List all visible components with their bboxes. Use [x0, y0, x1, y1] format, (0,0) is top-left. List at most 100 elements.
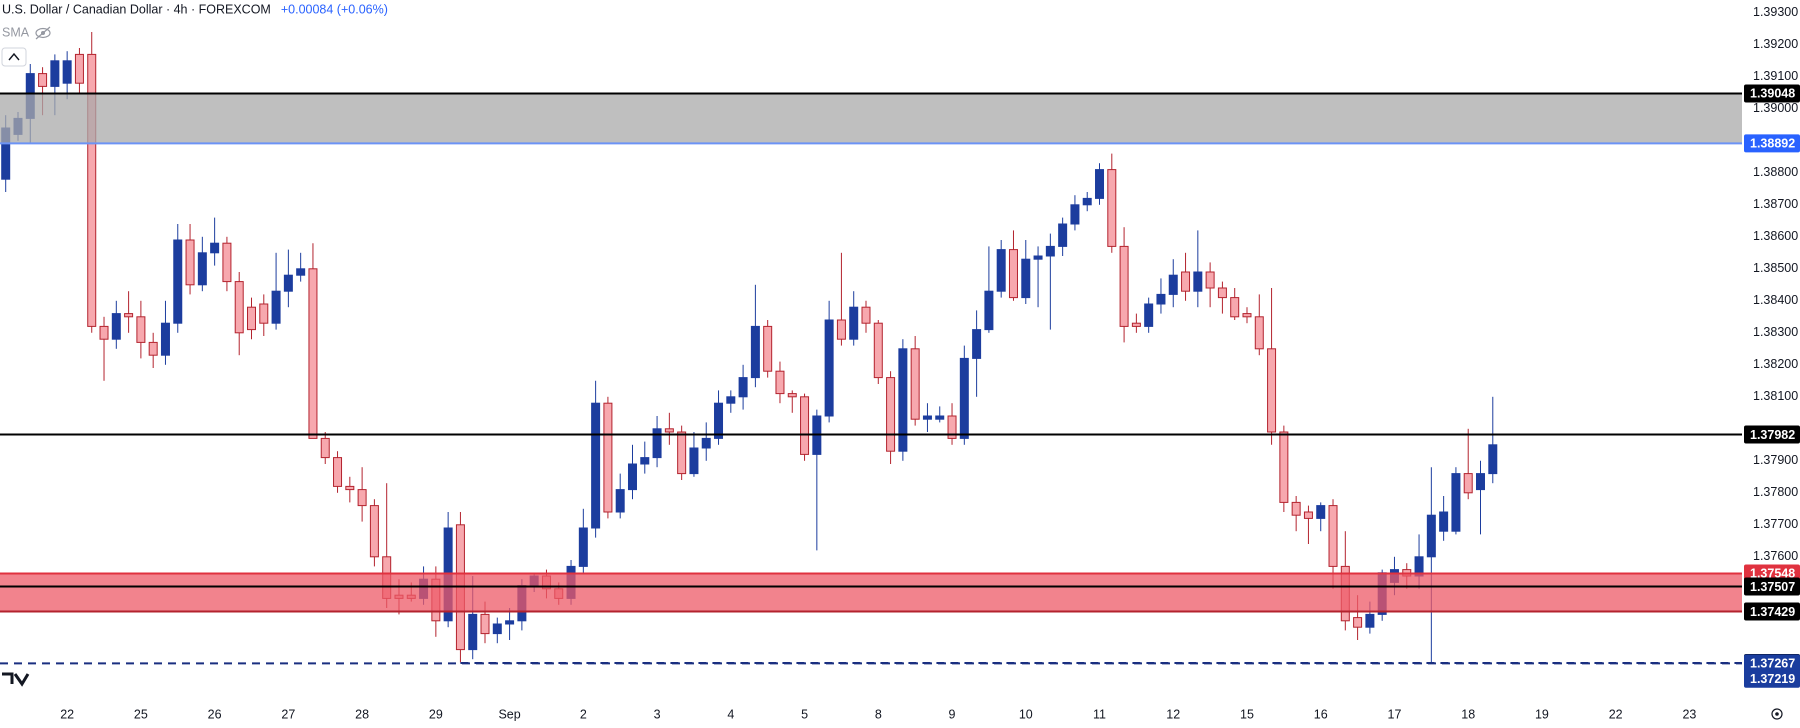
candle-body [345, 485, 355, 491]
candle-body [664, 428, 674, 433]
candle-body [333, 457, 343, 487]
candle-body [1107, 169, 1117, 247]
x-tick-label: 4 [727, 707, 734, 721]
candle-body [800, 396, 810, 455]
candle-body [640, 457, 650, 465]
candle-body [886, 377, 896, 452]
price-label: 1.38892 [1750, 137, 1795, 151]
x-tick-label: 22 [60, 707, 74, 721]
x-tick-label: 11 [1093, 707, 1106, 721]
candle-body [1095, 169, 1105, 199]
candle-body [124, 313, 134, 318]
candle-body [984, 290, 994, 331]
candle-body [701, 437, 711, 449]
candle-body [603, 402, 613, 513]
candle-body [148, 341, 158, 356]
candle-body [480, 613, 490, 635]
price-label-bg [1744, 577, 1800, 596]
candle-body [210, 242, 220, 254]
candle-body [677, 431, 687, 475]
x-tick-label: Sep [498, 707, 520, 721]
candle-body [62, 60, 72, 84]
candle-body [1217, 287, 1227, 299]
candle-body [1033, 255, 1043, 260]
y-tick-label: 1.37800 [1753, 485, 1798, 499]
y-tick-label: 1.38200 [1753, 357, 1798, 371]
candle-body [505, 620, 515, 625]
visibility-icon[interactable] [35, 26, 51, 40]
price-zone [0, 573, 1742, 612]
price-change: +0.00084 (+0.06%) [281, 2, 388, 16]
candle-body [99, 325, 109, 340]
price-label-bg [1744, 654, 1800, 673]
candle-body [578, 527, 588, 567]
candle-body [898, 348, 908, 452]
candle-body [910, 348, 920, 420]
y-tick-label: 1.38600 [1753, 229, 1798, 243]
candle-body [1008, 249, 1018, 299]
x-tick-label: 16 [1314, 707, 1328, 721]
price-label: 1.37507 [1750, 580, 1795, 594]
price-label-bg [1744, 602, 1800, 621]
candle-body [836, 319, 846, 340]
collapse-button[interactable] [1, 47, 27, 67]
candle-body [652, 428, 662, 459]
x-tick-label: 12 [1166, 707, 1180, 721]
y-tick-label: 1.38400 [1753, 293, 1798, 307]
candle-body [1476, 473, 1485, 491]
candle-body [160, 322, 170, 356]
x-tick-label: 15 [1240, 707, 1254, 721]
candle-body [873, 322, 883, 379]
candle-body [615, 489, 625, 513]
candle-body [1451, 473, 1461, 532]
price-label: 1.37219 [1750, 672, 1795, 686]
candle-body [972, 329, 982, 359]
y-tick-label: 1.39100 [1753, 69, 1798, 83]
y-tick-label: 1.38800 [1753, 165, 1798, 179]
y-tick-label: 1.39000 [1753, 101, 1798, 115]
candle-body [234, 281, 244, 334]
price-label: 1.37429 [1750, 605, 1795, 619]
candle-body [271, 290, 281, 324]
candle-body [1463, 473, 1473, 494]
x-tick-label: 23 [1682, 707, 1696, 721]
candle-body [136, 316, 146, 343]
candle-body [1070, 204, 1080, 225]
candle-body [259, 303, 269, 324]
settings-button[interactable] [1771, 708, 1783, 720]
candle-body [922, 415, 932, 420]
y-tick-label: 1.38300 [1753, 325, 1798, 339]
y-tick-label: 1.37700 [1753, 517, 1798, 531]
candle-body [947, 415, 957, 439]
candle-body [320, 437, 330, 459]
price-axis [1742, 0, 1800, 723]
candle-body [714, 402, 724, 439]
price-label-bg [1744, 84, 1800, 103]
candle-body [1328, 505, 1338, 567]
candle-body [1230, 297, 1240, 318]
candle-body [1205, 271, 1215, 289]
price-zone [0, 93, 1742, 144]
candle-body [726, 396, 736, 404]
candle-body [247, 306, 256, 331]
indicator-label[interactable]: SMA [2, 25, 30, 39]
price-label: 1.37982 [1750, 428, 1795, 442]
chart-title: U.S. Dollar / Canadian Dollar · 4h · FOR… [2, 2, 271, 16]
candle-body [296, 268, 306, 276]
candle-body [1045, 245, 1055, 257]
x-tick-label: 25 [134, 707, 148, 721]
candle-body [492, 623, 502, 635]
candle-body [849, 306, 859, 340]
candle-body [468, 613, 478, 651]
candle-body [50, 60, 60, 87]
x-tick-label: 18 [1461, 707, 1475, 721]
candle-body [1426, 514, 1436, 558]
candle-body [1316, 505, 1326, 519]
candle-body [1181, 271, 1191, 292]
x-tick-label: 29 [429, 707, 443, 721]
candle-body [1168, 274, 1178, 295]
candle-body [738, 377, 748, 398]
candle-body [185, 239, 195, 286]
candle-body [750, 325, 760, 379]
